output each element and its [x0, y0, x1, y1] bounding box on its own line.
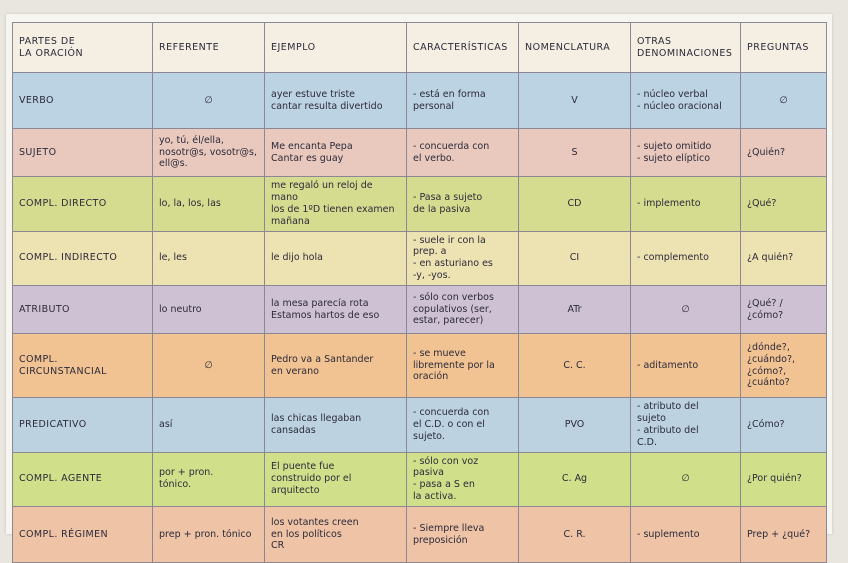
caracteristicas-cell: - sólo con voz pasiva - pasa a S en la a… [406, 451, 519, 507]
ejemplo-cell: las chicas llegaban cansadas [264, 397, 407, 453]
ejemplo-cell: El puente fue construido por el arquitec… [264, 451, 407, 507]
table-row: PREDICATIVO así las chicas llegaban cansad… [12, 397, 827, 453]
table-row: COMPL. CIRCUNSTANCIAL ∅ Pedro va a Santand… [12, 333, 827, 398]
part-cell: COMPL. DIRECTO [12, 176, 153, 232]
preguntas-cell: ¿Qué? / ¿cómo? [740, 285, 827, 334]
caracteristicas-cell: - se mueve libremente por la oración [406, 333, 519, 398]
referente-cell: ∅ [152, 72, 265, 129]
nomenclatura-cell: C. R. [518, 506, 631, 563]
ejemplo-cell: Pedro va a Santander en verano [264, 333, 407, 398]
paper-sheet: PARTES DE LA ORACIÓN REFERENTE EJEMPLO C… [6, 14, 832, 563]
otras-cell: - suplemento [630, 506, 741, 563]
otras-cell: - implemento [630, 176, 741, 232]
caracteristicas-cell: - concuerda con el C.D. o con el sujeto. [406, 397, 519, 453]
otras-cell: ∅ [630, 285, 741, 334]
ejemplo-cell: me regaló un reloj de mano los de 1ºD ti… [264, 176, 407, 232]
table-row: SUJETO yo, tú, él/ella, nosotr@s, vosotr@… [12, 128, 827, 177]
part-cell: COMPL. INDIRECTO [12, 230, 153, 286]
part-cell: COMPL. CIRCUNSTANCIAL [12, 333, 153, 398]
preguntas-cell: ¿dónde?, ¿cuándo?, ¿cómo?, ¿cuánto? [740, 333, 827, 398]
caracteristicas-cell: - sólo con verbos copulativos (ser, esta… [406, 285, 519, 334]
table-row: VERBO ∅ ayer estuve triste cantar resulta … [12, 72, 827, 129]
header-referente: REFERENTE [152, 22, 265, 73]
preguntas-cell: ¿Por quién? [740, 451, 827, 507]
part-cell: ATRIBUTO [12, 285, 153, 334]
grammar-table: PARTES DE LA ORACIÓN REFERENTE EJEMPLO C… [12, 22, 827, 563]
preguntas-cell: ¿Cómo? [740, 397, 827, 453]
caracteristicas-cell: - Siempre lleva preposición [406, 506, 519, 563]
header-nomenclatura: NOMENCLATURA [518, 22, 631, 73]
header-otras: OTRAS DENOMINACIONES [630, 22, 741, 73]
part-cell: COMPL. AGENTE [12, 451, 153, 507]
referente-cell: le, les [152, 230, 265, 286]
nomenclatura-cell: CI [518, 230, 631, 286]
referente-cell: yo, tú, él/ella, nosotr@s, vosotr@s, ell… [152, 128, 265, 177]
otras-cell: - núcleo verbal - núcleo oracional [630, 72, 741, 129]
header-preguntas: PREGUNTAS [740, 22, 827, 73]
header-row: PARTES DE LA ORACIÓN REFERENTE EJEMPLO C… [12, 22, 827, 73]
referente-cell: ∅ [152, 333, 265, 398]
preguntas-cell: ¿Qué? [740, 176, 827, 232]
referente-cell: por + pron. tónico. [152, 451, 265, 507]
ejemplo-cell: ayer estuve triste cantar resulta divert… [264, 72, 407, 129]
caracteristicas-cell: - concuerda con el verbo. [406, 128, 519, 177]
nomenclatura-cell: C. Ag [518, 451, 631, 507]
table-row: COMPL. INDIRECTO le, les le dijo hola - sue… [12, 230, 827, 286]
otras-cell: - atributo del sujeto - atributo del C.D… [630, 397, 741, 453]
nomenclatura-cell: PVO [518, 397, 631, 453]
referente-cell: prep + pron. tónico [152, 506, 265, 563]
header-partes: PARTES DE LA ORACIÓN [12, 22, 153, 73]
otras-cell: - sujeto omitido - sujeto elíptico [630, 128, 741, 177]
nomenclatura-cell: S [518, 128, 631, 177]
preguntas-cell: ∅ [740, 72, 827, 129]
caracteristicas-cell: - suele ir con la prep. a - en asturiano… [406, 230, 519, 286]
table-row: COMPL. RÉGIMEN prep + pron. tónico los vot… [12, 506, 827, 563]
otras-cell: ∅ [630, 451, 741, 507]
header-ejemplo: EJEMPLO [264, 22, 407, 73]
preguntas-cell: Prep + ¿qué? [740, 506, 827, 563]
table-row: ATRIBUTO lo neutro la mesa parecía rota Es… [12, 285, 827, 334]
table-row: COMPL. AGENTE por + pron. tónico. El puent… [12, 451, 827, 507]
nomenclatura-cell: V [518, 72, 631, 129]
part-cell: PREDICATIVO [12, 397, 153, 453]
caracteristicas-cell: - está en forma personal [406, 72, 519, 129]
ejemplo-cell: le dijo hola [264, 230, 407, 286]
part-cell: VERBO [12, 72, 153, 129]
part-cell: COMPL. RÉGIMEN [12, 506, 153, 563]
ejemplo-cell: la mesa parecía rota Estamos hartos de e… [264, 285, 407, 334]
nomenclatura-cell: ATr [518, 285, 631, 334]
otras-cell: - complemento [630, 230, 741, 286]
ejemplo-cell: los votantes creen en los políticos CR [264, 506, 407, 563]
referente-cell: lo, la, los, las [152, 176, 265, 232]
part-cell: SUJETO [12, 128, 153, 177]
referente-cell: así [152, 397, 265, 453]
header-caracteristicas: CARACTERÍSTICAS [406, 22, 519, 73]
referente-cell: lo neutro [152, 285, 265, 334]
caracteristicas-cell: - Pasa a sujeto de la pasiva [406, 176, 519, 232]
preguntas-cell: ¿A quién? [740, 230, 827, 286]
preguntas-cell: ¿Quién? [740, 128, 827, 177]
table-row: COMPL. DIRECTO lo, la, los, las me regaló … [12, 176, 827, 232]
otras-cell: - aditamento [630, 333, 741, 398]
nomenclatura-cell: CD [518, 176, 631, 232]
ejemplo-cell: Me encanta Pepa Cantar es guay [264, 128, 407, 177]
nomenclatura-cell: C. C. [518, 333, 631, 398]
